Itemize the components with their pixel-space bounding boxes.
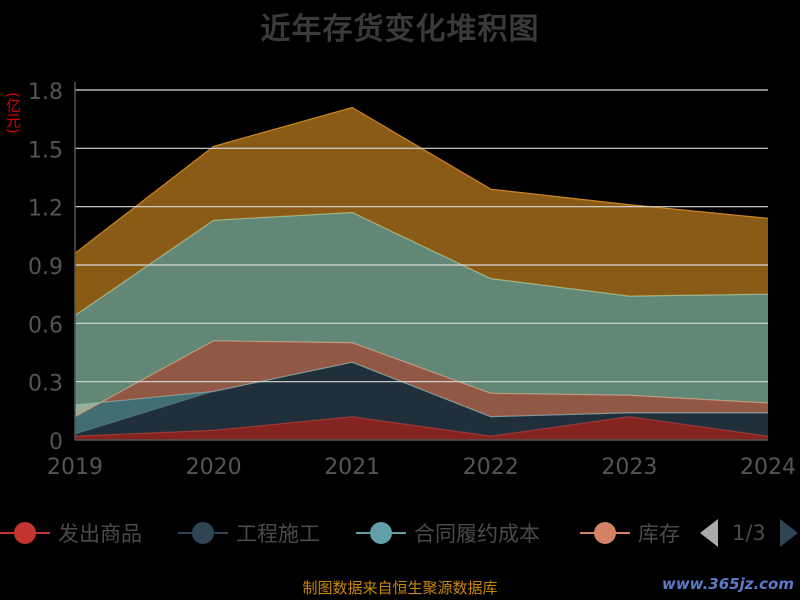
legend-marker-icon bbox=[0, 515, 50, 551]
x-tick-label: 2019 bbox=[47, 455, 103, 480]
axis-layer: 0 0.3 0.6 0.9 1.2 1.5 1.8 2019 2020 2021 2022 2023 2… bbox=[28, 80, 796, 480]
triangle-left-icon[interactable] bbox=[700, 519, 718, 547]
y-tick-label: 1.8 bbox=[28, 80, 63, 105]
legend-marker-icon bbox=[356, 515, 406, 551]
data-source-note: 制图数据来自恒生聚源数据库 bbox=[302, 579, 498, 597]
legend-item-2[interactable]: 合同履约成本 bbox=[356, 515, 540, 551]
area-layer bbox=[74, 106, 769, 440]
legend-label: 发出商品 bbox=[58, 522, 142, 546]
series-area-3 bbox=[75, 340, 768, 417]
grid-layer bbox=[75, 89, 768, 383]
legend-item-0[interactable]: 发出商品 bbox=[0, 515, 142, 551]
triangle-right-icon[interactable] bbox=[779, 519, 798, 547]
y-tick-label: 0.6 bbox=[28, 313, 63, 338]
legend: 发出商品 工程施工 合同履约成本 库存 1/3 bbox=[0, 515, 800, 551]
series-area-5 bbox=[75, 107, 768, 316]
watermark: www.365jz.com bbox=[661, 575, 794, 593]
series-area-0 bbox=[75, 416, 768, 440]
legend-label: 工程施工 bbox=[236, 522, 320, 546]
y-tick-label: 0.3 bbox=[28, 372, 63, 397]
x-tick-label: 2024 bbox=[740, 455, 796, 480]
legend-marker-icon bbox=[178, 515, 228, 551]
y-tick-label: 1.5 bbox=[28, 138, 63, 163]
legend-item-3[interactable]: 库存 bbox=[580, 515, 680, 551]
legend-label: 库存 bbox=[638, 522, 680, 546]
series-area-4 bbox=[75, 212, 768, 417]
y-tick-label: 0.9 bbox=[28, 255, 63, 280]
x-tick-label: 2023 bbox=[601, 455, 657, 480]
x-tick-label: 2021 bbox=[324, 455, 380, 480]
legend-item-1[interactable]: 工程施工 bbox=[178, 515, 320, 551]
series-area-1 bbox=[75, 362, 768, 437]
legend-pager: 1/3 bbox=[700, 515, 798, 551]
y-tick-label: 1.2 bbox=[28, 197, 63, 222]
legend-page-indicator: 1/3 bbox=[732, 521, 766, 545]
legend-label: 合同履约成本 bbox=[414, 522, 540, 546]
chart-title: 近年存货变化堆积图 bbox=[260, 12, 540, 47]
x-tick-label: 2020 bbox=[186, 455, 242, 480]
x-tick-label: 2022 bbox=[463, 455, 519, 480]
legend-marker-icon bbox=[580, 515, 630, 551]
y-tick-label: 0 bbox=[49, 430, 63, 455]
y-axis-unit: (亿元) bbox=[4, 92, 22, 134]
